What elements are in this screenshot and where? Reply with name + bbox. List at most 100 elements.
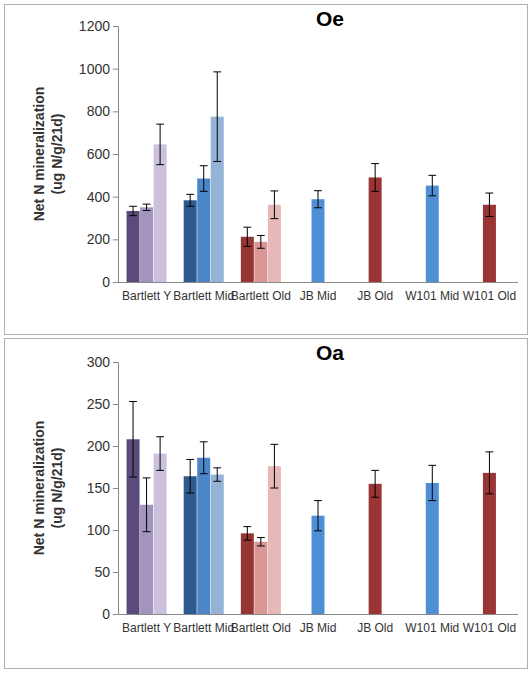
y-tick-label: 300 (87, 354, 111, 370)
y-tick: 200 (87, 438, 118, 454)
y-tick-mark (113, 69, 118, 70)
error-bar (143, 204, 151, 210)
error-bar-cap (257, 248, 265, 249)
error-bar-cap (243, 526, 251, 527)
y-tick-mark (113, 197, 118, 198)
y-tick-label: 0 (102, 274, 110, 290)
y-tick-label: 800 (87, 103, 111, 119)
bar (268, 466, 281, 614)
y-tick: 50 (94, 564, 118, 580)
x-tick: JB Mid (300, 614, 337, 635)
error-bar-cap (270, 488, 278, 489)
error-bar-cap (314, 190, 322, 191)
bar (312, 199, 325, 282)
x-tick-label: Bartlett Y (122, 621, 171, 635)
error-bar-cap (371, 163, 379, 164)
x-tick: Bartlett Mid (173, 282, 234, 303)
y-axis-label: Net N mineralization(ug N/g/21d) (31, 87, 65, 222)
y-tick: 250 (87, 396, 118, 412)
error-bar-stem (133, 206, 134, 215)
error-bar-cap (314, 530, 322, 531)
error-bar-stem (274, 191, 275, 219)
y-tick: 300 (87, 354, 118, 370)
y-tick-label: 50 (94, 564, 110, 580)
y-tick-label: 200 (87, 231, 111, 247)
x-tick-label: W101 Mid (405, 289, 459, 303)
bars (127, 401, 496, 614)
error-bar-stem (146, 478, 147, 532)
error-bar (428, 175, 436, 195)
error-bar-stem (489, 452, 490, 494)
panel-frame (5, 5, 528, 335)
bar (254, 542, 267, 614)
error-bar (371, 164, 379, 192)
figure: OeNet N mineralization(ug N/g/21d)020040… (0, 0, 532, 673)
y-tick: 100 (87, 522, 118, 538)
error-bar-cap (371, 470, 379, 471)
error-bar-cap (200, 191, 208, 192)
error-bar-cap (213, 161, 221, 162)
y-tick-mark (113, 530, 118, 531)
error-bar (243, 227, 251, 246)
x-tick: W101 Old (463, 614, 516, 635)
error-bar-cap (257, 545, 265, 546)
y-axis-label: Net N mineralization(ug N/g/21d) (31, 421, 65, 556)
y-tick: 1000 (79, 61, 118, 77)
error-bar (200, 166, 208, 192)
y-tick: 800 (87, 103, 118, 119)
bar (426, 186, 439, 282)
error-bar (314, 191, 322, 208)
y-axis-line (113, 363, 119, 615)
error-bar-stem (190, 194, 191, 206)
y-axis-label-line: Net N mineralization (31, 87, 47, 222)
error-bar (486, 452, 494, 494)
y-tick-mark (113, 446, 118, 447)
x-tick-label: W101 Mid (405, 621, 459, 635)
error-bar-stem (203, 442, 204, 474)
y-tick-mark (113, 26, 118, 27)
y-axis-label-line: (ug N/g/21d) (49, 448, 65, 529)
error-bar-cap (129, 477, 137, 478)
error-bar-stem (160, 124, 161, 165)
title: Oe (316, 7, 344, 30)
x-tick: W101 Old (463, 282, 516, 303)
x-tick-label: Bartlett Y (122, 289, 171, 303)
y-axis-label-line: Net N mineralization (31, 421, 47, 556)
title: Oa (316, 341, 344, 364)
error-bar-cap (186, 459, 194, 460)
error-bar (186, 459, 194, 493)
error-bar-cap (243, 246, 251, 247)
error-bar-cap (213, 481, 221, 482)
x-tick-label: Bartlett Old (231, 621, 291, 635)
error-bar-cap (270, 190, 278, 191)
error-bar-stem (489, 193, 490, 216)
x-tick: Bartlett Y (122, 614, 171, 635)
bar (197, 458, 210, 614)
x-tick-label: Bartlett Mid (173, 621, 234, 635)
y-tick-mark (113, 362, 118, 363)
error-bar-stem (133, 401, 134, 477)
x-tick-label: W101 Old (463, 289, 516, 303)
bar (312, 516, 325, 614)
x-axis-line (118, 282, 518, 283)
x-tick: Bartlett Old (231, 614, 291, 635)
error-bar-cap (486, 451, 494, 452)
x-tick-label: JB Mid (300, 289, 337, 303)
error-bar-cap (486, 193, 494, 194)
error-bar-stem (432, 175, 433, 195)
y-tick: 0 (102, 274, 118, 290)
y-axis-label-line: (ug N/g/21d) (49, 114, 65, 195)
x-tick: JB Mid (300, 282, 337, 303)
error-bar-cap (186, 206, 194, 207)
x-tick-label: Bartlett Mid (173, 289, 234, 303)
y-tick-label: 100 (87, 522, 111, 538)
x-tick: Bartlett Mid (173, 614, 234, 635)
error-bar-cap (428, 175, 436, 176)
bar (154, 454, 167, 614)
y-tick-mark (113, 488, 118, 489)
y-tick-mark (113, 111, 118, 112)
error-bar-stem (318, 191, 319, 208)
panel: Oe Net N mineralization(ug N/g/21d) 0 200 40… (5, 5, 528, 335)
y-tick-label: 400 (87, 189, 111, 205)
error-bar-cap (257, 537, 265, 538)
